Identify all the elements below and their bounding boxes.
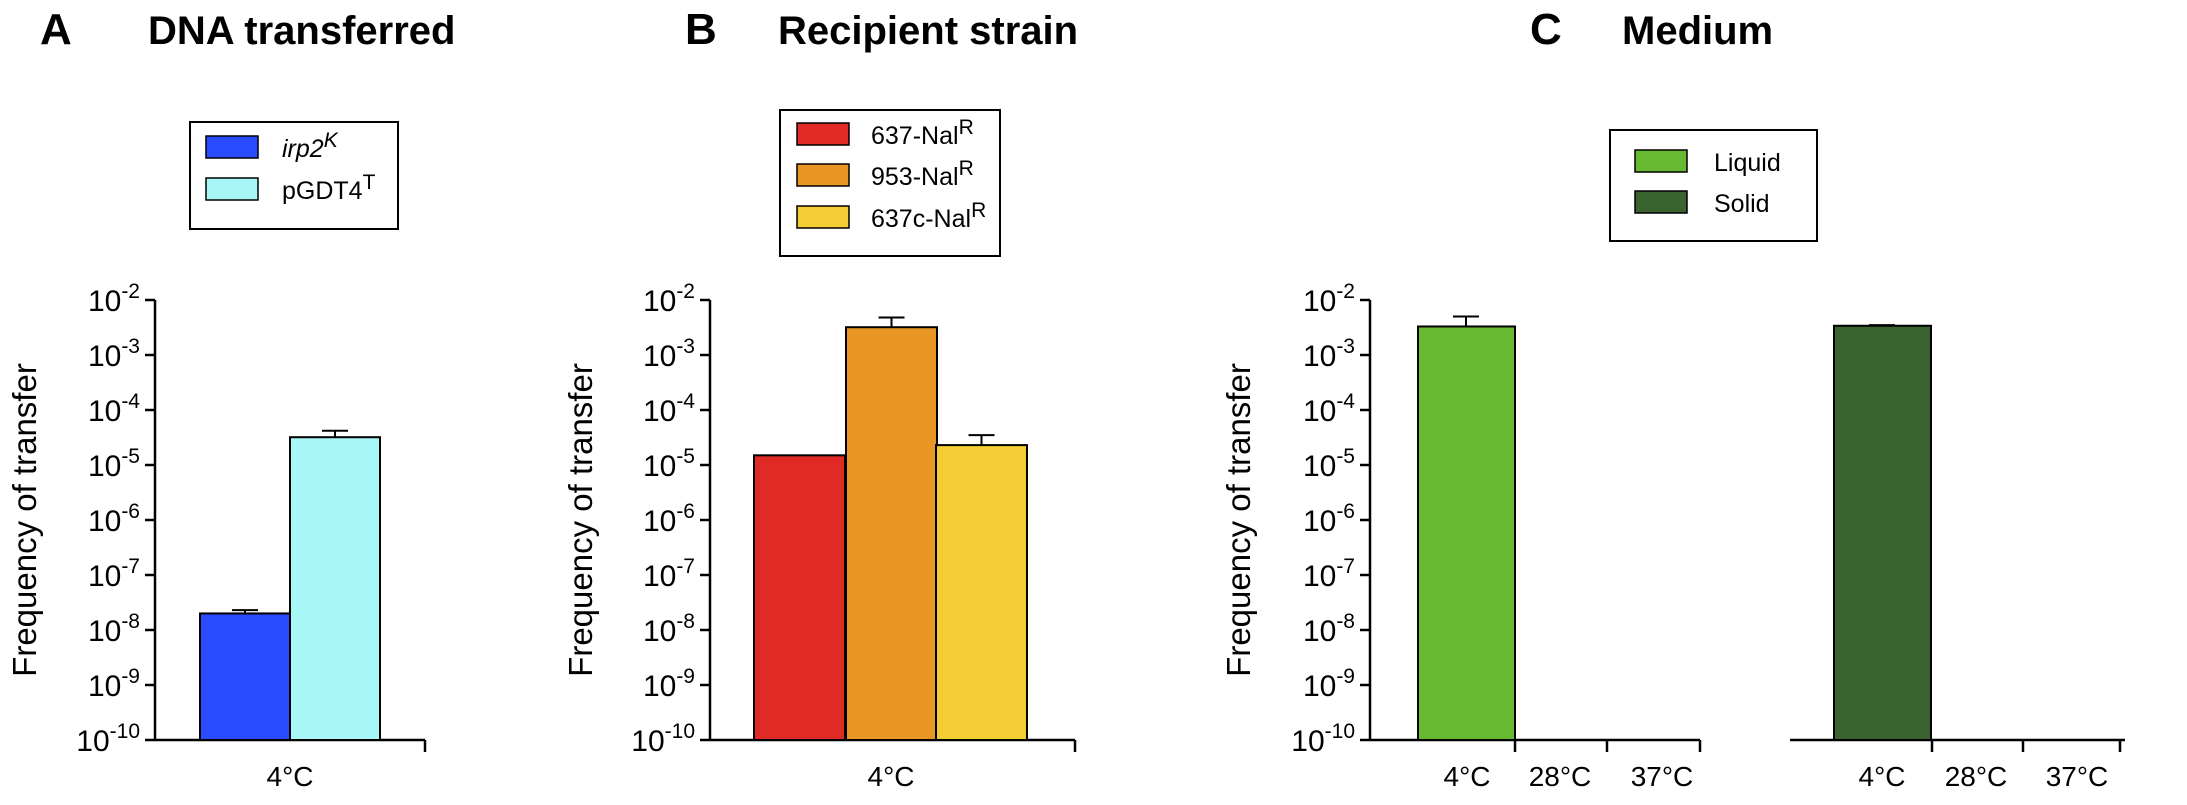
c2-x-label-37c: 37°C <box>2046 761 2109 792</box>
bar-pgdt4 <box>289 436 381 741</box>
bar-637 <box>753 454 846 741</box>
c1-y-tick-label: 10-3 <box>1303 335 1355 373</box>
c1-x-label-4c: 4°C <box>1444 761 1491 792</box>
bar-solid-4c <box>1833 324 1932 741</box>
b-y-tick-label: 10-2 <box>643 280 695 318</box>
bar-liquid-4c <box>1417 325 1516 741</box>
legend-swatch-pgdt4 <box>205 177 259 201</box>
b-y-tick-label: 10-5 <box>643 445 695 483</box>
b-y-tick-label: 10-8 <box>643 610 695 648</box>
panel-b-letter: B <box>685 5 717 54</box>
a-y-tick-label: 10-2 <box>88 280 140 318</box>
bar-irp2 <box>199 612 291 742</box>
b-y-tick-label: 10-10 <box>631 720 695 758</box>
legend-label-solid: Solid <box>1714 190 1770 218</box>
c1-x-label-28c: 28°C <box>1529 761 1592 792</box>
b-y-tick-label: 10-7 <box>643 555 695 593</box>
a-y-tick-label: 10-10 <box>76 720 140 758</box>
a-y-tick-label: 10-3 <box>88 335 140 373</box>
a-y-tick-label: 10-6 <box>88 500 140 538</box>
legend-label-637c: 637c-NalR <box>871 199 986 233</box>
c1-x-label-37c: 37°C <box>1631 761 1694 792</box>
a-y-tick-label: 10-4 <box>88 390 140 428</box>
legend-swatch-liquid <box>1634 149 1688 173</box>
legend-label-irp2: irp2K <box>282 129 339 163</box>
panel-c-ylabel: Frequency of transfer <box>1220 363 1257 677</box>
c2-x-label-28c: 28°C <box>1945 761 2008 792</box>
c1-y-tick-label: 10-10 <box>1291 720 1355 758</box>
c1-y-tick-label: 10-2 <box>1303 280 1355 318</box>
panel-a-ylabel: Frequency of transfer <box>6 363 43 677</box>
a-y-tick-label: 10-9 <box>88 665 140 703</box>
legend-swatch-637 <box>796 122 850 146</box>
legend-b: 637-NalR 953-NalR 637c-NalR <box>779 109 1001 257</box>
a-y-tick-label: 10-8 <box>88 610 140 648</box>
legend-label-pgdt4: pGDT4T <box>282 171 376 205</box>
b-y-tick-label: 10-9 <box>643 665 695 703</box>
legend-label-liquid: Liquid <box>1714 149 1781 177</box>
chart-b: 10-2 10-3 10-4 10-5 10-6 10-7 10-8 10-9 10-10 4°C <box>631 280 1077 792</box>
c1-y-tick-label: 10-8 <box>1303 610 1355 648</box>
chart-a: 10-2 10-3 10-4 10-5 10-6 10-7 10-8 10-9 10-10 4°C <box>76 280 427 792</box>
b-y-tick-label: 10-6 <box>643 500 695 538</box>
chart-c-liquid: 10-2 10-3 10-4 10-5 10-6 10-7 10-8 10-9 10-10 4°C… <box>1291 280 1702 792</box>
panel-a-title: DNA transferred <box>148 9 455 53</box>
c1-y-tick-label: 10-9 <box>1303 665 1355 703</box>
legend-label-637: 637-NalR <box>871 116 974 150</box>
panel-a-letter: A <box>40 5 72 54</box>
b-y-tick-label: 10-4 <box>643 390 695 428</box>
a-y-tick-label: 10-7 <box>88 555 140 593</box>
legend-swatch-637c <box>796 205 850 229</box>
chart-c-solid: 4°C 28°C 37°C <box>1790 324 2125 792</box>
c2-x-label-4c: 4°C <box>1859 761 1906 792</box>
c1-y-tick-label: 10-4 <box>1303 390 1355 428</box>
legend-swatch-953 <box>796 163 850 187</box>
c1-y-tick-label: 10-7 <box>1303 555 1355 593</box>
b-y-tick-label: 10-3 <box>643 335 695 373</box>
c1-y-tick-label: 10-6 <box>1303 500 1355 538</box>
panel-b-title: Recipient strain <box>778 9 1078 53</box>
bar-637c <box>935 444 1028 741</box>
a-x-label: 4°C <box>267 761 314 792</box>
legend-a: irp2K pGDT4T <box>189 121 399 230</box>
legend-c: Liquid Solid <box>1609 129 1818 242</box>
legend-c-box <box>1609 129 1818 242</box>
legend-label-953: 953-NalR <box>871 157 974 191</box>
bar-953 <box>845 326 938 741</box>
panel-c-title: Medium <box>1622 9 1773 53</box>
panel-b-ylabel: Frequency of transfer <box>562 363 599 677</box>
b-x-label: 4°C <box>868 761 915 792</box>
c1-y-tick-label: 10-5 <box>1303 445 1355 483</box>
a-y-tick-label: 10-5 <box>88 445 140 483</box>
panel-c-letter: C <box>1530 5 1562 54</box>
legend-swatch-solid <box>1634 190 1688 214</box>
legend-swatch-irp2 <box>205 135 259 159</box>
